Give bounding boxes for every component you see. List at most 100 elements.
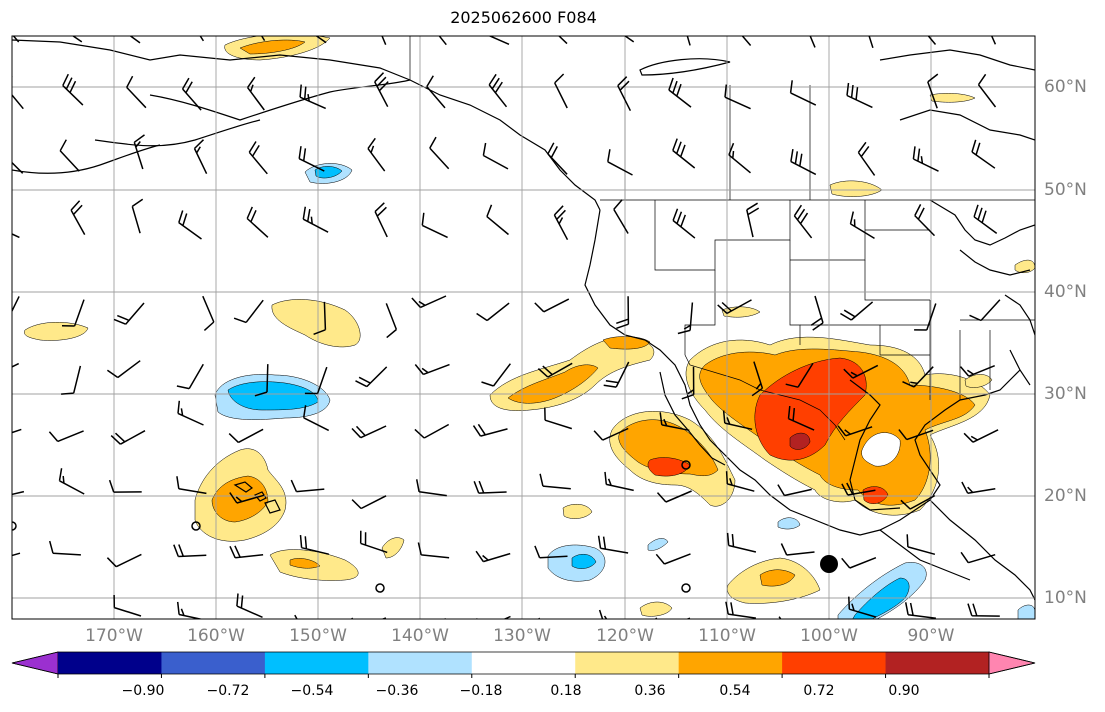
wind-barb	[553, 205, 569, 241]
wind-barb	[959, 365, 995, 377]
wind-barb	[178, 210, 202, 240]
wind-barb	[846, 82, 873, 109]
wind-barb	[229, 492, 265, 504]
colorbar-segment	[471, 652, 576, 674]
colorbar-extend-max	[988, 651, 1036, 675]
wind-barb	[623, 36, 635, 43]
lat-label-10n: 10°N	[1044, 588, 1087, 608]
wind-barb	[359, 530, 388, 554]
wind-barb	[414, 423, 450, 439]
wind-barb	[62, 73, 84, 106]
wind-barb	[927, 73, 939, 109]
wind-barb	[481, 363, 511, 387]
wind-barb	[857, 141, 876, 176]
wind-barb	[59, 139, 80, 172]
wind-barb	[61, 365, 82, 395]
wind-barb	[12, 362, 20, 368]
colorbar-segment	[368, 652, 473, 674]
wind-barb	[726, 532, 757, 553]
colorbar-segment	[161, 652, 266, 674]
calm-circle	[375, 583, 385, 593]
wind-barb	[58, 468, 85, 495]
colorbar	[11, 651, 1036, 675]
wind-barb	[411, 295, 447, 309]
colorbar-segment	[782, 652, 887, 674]
wind-barb	[374, 72, 389, 108]
lon-label-90w: 90°W	[907, 626, 955, 646]
wind-barb	[193, 139, 208, 175]
wind-barb	[793, 204, 813, 239]
wind-barb	[12, 490, 25, 496]
colorbar-segment	[678, 652, 783, 674]
lon-label-130w: 130°W	[493, 626, 551, 646]
wind-barb	[133, 134, 145, 170]
location-marker	[820, 555, 838, 573]
colorbar-segment	[885, 652, 990, 674]
wind-barb	[473, 480, 507, 494]
wind-barb	[12, 296, 20, 313]
wind-barb	[299, 84, 327, 110]
colorbar-label: −0.72	[206, 683, 250, 699]
wind-barb	[843, 364, 879, 379]
lon-label-110w: 110°W	[698, 626, 756, 646]
wind-barb	[547, 142, 568, 175]
wind-barb	[677, 302, 694, 335]
wind-barb	[126, 75, 147, 109]
wind-barb	[960, 551, 996, 564]
lon-label-120w: 120°W	[596, 626, 654, 646]
wind-barb	[131, 198, 144, 234]
wind-barb	[48, 430, 84, 443]
wind-barb	[355, 366, 388, 388]
calm-wind-circles	[12, 460, 691, 593]
wind-barb	[725, 601, 757, 619]
map-title: 2025062600 F084	[450, 8, 597, 27]
wind-barb	[659, 412, 690, 432]
colorbar-label: 0.18	[550, 683, 582, 699]
wind-barb	[302, 206, 329, 233]
wind-barb	[176, 476, 207, 495]
wind-barb	[681, 366, 695, 400]
wind-barb	[299, 535, 329, 555]
wind-barb	[385, 303, 398, 339]
wind-barb	[476, 302, 510, 322]
wind-barb	[374, 202, 388, 238]
wind-barb	[113, 302, 145, 325]
wind-barb	[246, 76, 265, 111]
wind-barb	[790, 148, 817, 176]
wind-barb	[902, 366, 934, 388]
lon-label-160w: 160°W	[187, 626, 245, 646]
wind-barb	[971, 139, 996, 169]
wind-barb	[961, 481, 996, 494]
wind-barb	[607, 149, 633, 176]
wind-barb	[539, 473, 571, 490]
wind-barb	[482, 142, 509, 170]
colorbar-label: 0.90	[888, 683, 920, 699]
wind-barb	[12, 552, 21, 557]
wind-barb	[810, 295, 824, 331]
wind-barb	[990, 36, 997, 45]
wind-barb	[616, 296, 630, 330]
wind-barb	[49, 620, 83, 630]
wind-barb	[534, 298, 570, 313]
political-borders	[409, 36, 1035, 441]
wind-barb	[61, 299, 85, 327]
wind-barb	[202, 295, 215, 331]
wind-barb	[298, 146, 325, 172]
colorbar-segment	[58, 652, 162, 674]
colorbar-label: −0.18	[459, 683, 503, 699]
wind-barb	[655, 553, 691, 565]
wind-barb	[672, 208, 696, 239]
wind-barb	[475, 615, 511, 619]
wind-barbs	[12, 36, 1001, 630]
wind-barb	[906, 534, 936, 556]
wind-barb	[840, 301, 874, 321]
colorbar-label: 0.36	[634, 683, 666, 699]
wind-barb	[789, 80, 817, 106]
lat-label-20n: 20°N	[1044, 486, 1087, 506]
wind-barb	[717, 299, 752, 315]
wind-barb	[841, 482, 876, 496]
wind-barb	[777, 484, 812, 497]
wind-barb	[246, 206, 269, 238]
colorbar-label: −0.36	[375, 683, 419, 699]
